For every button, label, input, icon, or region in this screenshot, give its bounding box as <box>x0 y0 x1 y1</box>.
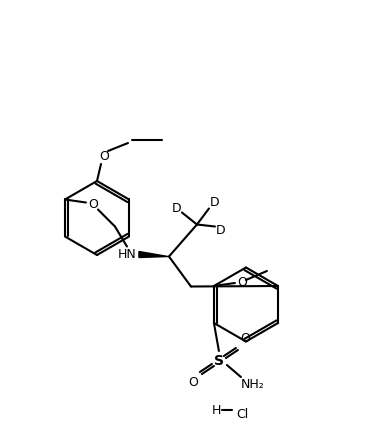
Text: D: D <box>210 196 220 209</box>
Text: NH₂: NH₂ <box>241 378 265 392</box>
Text: O: O <box>99 150 109 163</box>
Text: S: S <box>214 354 224 368</box>
Text: O: O <box>237 276 247 290</box>
Text: O: O <box>188 377 198 389</box>
Text: Cl: Cl <box>236 408 248 420</box>
Text: H: H <box>211 403 221 416</box>
Text: D: D <box>216 224 226 237</box>
Text: O: O <box>88 198 98 211</box>
Text: D: D <box>172 202 182 215</box>
Text: HN: HN <box>118 248 136 261</box>
Polygon shape <box>139 252 168 258</box>
Text: O: O <box>240 333 250 345</box>
